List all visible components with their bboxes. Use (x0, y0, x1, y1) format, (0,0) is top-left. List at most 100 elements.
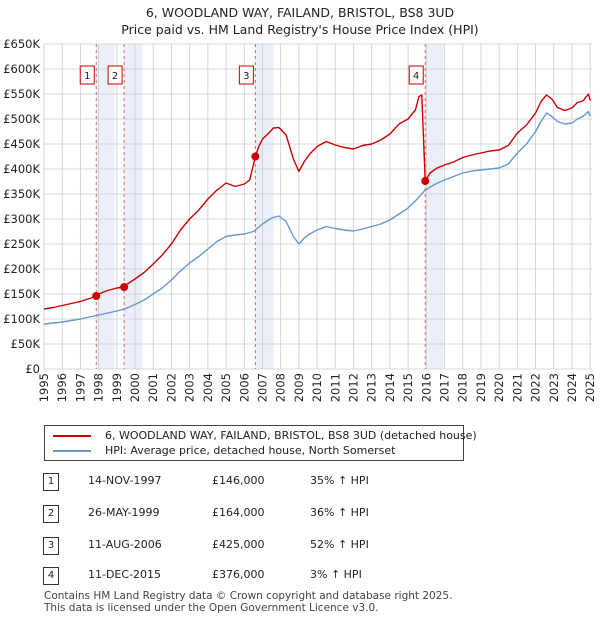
x-tick-label: 2024 (565, 373, 579, 402)
sale-date: 26-MAY-1999 (88, 506, 160, 519)
footer-licence: This data is licensed under the Open Gov… (44, 602, 379, 614)
y-tick-label: £500K (3, 112, 40, 126)
x-tick-label: 1997 (73, 373, 87, 402)
sale-date: 14-NOV-1997 (88, 474, 162, 487)
legend-swatch-hpi (53, 450, 91, 452)
y-tick-label: £350K (3, 187, 40, 201)
sale-label-text: 4 (413, 71, 419, 82)
sale-shading-layer (44, 44, 592, 369)
y-tick-label: £150K (3, 287, 40, 301)
y-tick-label: £100K (3, 312, 40, 326)
sale-hpi-change: 35% ↑ HPI (310, 474, 369, 487)
x-tick-label: 2002 (164, 373, 178, 402)
sale-row: 1 14-NOV-1997 £146,000 35% ↑ HPI (40, 472, 420, 492)
x-tick-label: 2005 (219, 373, 233, 402)
x-tick-label: 2022 (529, 373, 543, 402)
sale-hpi-change: 36% ↑ HPI (310, 506, 369, 519)
legend-label-hpi: HPI: Average price, detached house, Nort… (105, 444, 396, 457)
x-tick-label: 2017 (438, 373, 452, 402)
sale-row: 3 11-AUG-2006 £425,000 52% ↑ HPI (40, 536, 420, 556)
x-tick-label: 2006 (237, 373, 251, 402)
x-tick-label: 1999 (110, 373, 124, 402)
y-tick-label: £450K (3, 137, 40, 151)
legend-label-property: 6, WOODLAND WAY, FAILAND, BRISTOL, BS8 3… (105, 429, 477, 442)
sale-label-2: 2 (107, 65, 123, 85)
sale-point-layer (92, 152, 430, 300)
y-tick-label: £50K (11, 337, 41, 351)
sale-label-1: 1 (79, 65, 95, 85)
sale-label-text: 1 (84, 71, 90, 82)
x-tick-label: 2014 (383, 373, 397, 402)
sale-number-badge: 2 (43, 505, 59, 523)
sale-label-text: 3 (243, 71, 249, 82)
x-tick-label: 2023 (547, 373, 561, 402)
sale-number-badge: 4 (43, 567, 59, 585)
legend: 6, WOODLAND WAY, FAILAND, BRISTOL, BS8 3… (44, 425, 477, 461)
sale-point (251, 152, 260, 161)
x-tick-layer: 1995 1996 1997 1998 1999 2000 2001 2002 2003 2004… (37, 373, 597, 402)
sale-date: 11-DEC-2015 (88, 568, 162, 581)
y-tick-label: £200K (3, 262, 40, 276)
sale-number-badge: 3 (43, 537, 59, 555)
sale-label-layer: 1 2 3 4 (79, 65, 424, 85)
sale-price: £425,000 (212, 538, 265, 551)
x-tick-label: 2000 (128, 373, 142, 402)
x-tick-label: 1998 (92, 373, 106, 402)
x-tick-label: 2004 (201, 373, 215, 402)
sale-shade-band (255, 44, 274, 369)
x-tick-label: 2011 (328, 373, 342, 402)
y-tick-layer: £0 £50K £100K £150K £200K £250K £300K £350K £400… (3, 37, 40, 376)
sale-point (421, 177, 430, 185)
y-tick-label: £250K (3, 237, 40, 251)
sale-hpi-change: 52% ↑ HPI (310, 538, 369, 551)
x-tick-label: 2025 (583, 373, 597, 402)
x-tick-label: 2021 (510, 373, 524, 402)
x-tick-label: 2016 (419, 373, 433, 402)
legend-swatch-property (53, 435, 91, 437)
y-tick-label: £600K (3, 62, 40, 76)
x-tick-label: 2019 (474, 373, 488, 402)
sale-label-3: 3 (238, 65, 254, 85)
x-tick-label: 1995 (37, 373, 51, 402)
sale-price: £146,000 (212, 474, 265, 487)
sale-label-box (79, 65, 95, 85)
sale-row: 4 11-DEC-2015 £376,000 3% ↑ HPI (40, 566, 420, 586)
x-tick-label: 2020 (492, 373, 506, 402)
title-line-2: Price paid vs. HM Land Registry's House … (121, 22, 479, 37)
sale-shade-band (425, 44, 444, 369)
y-tick-label: £300K (3, 212, 40, 226)
footer: Contains HM Land Registry data © Crown c… (44, 590, 452, 614)
x-tick-label: 2003 (183, 373, 197, 402)
sale-shade-band (124, 44, 143, 369)
x-tick-label: 1996 (55, 373, 69, 402)
sale-point (92, 292, 101, 300)
footer-copyright: Contains HM Land Registry data © Crown c… (44, 590, 453, 602)
sale-hpi-change: 3% ↑ HPI (310, 568, 362, 581)
sale-label-box (238, 65, 254, 85)
sale-date: 11-AUG-2006 (88, 538, 162, 551)
sale-label-text: 2 (112, 71, 118, 82)
sale-label-4: 4 (408, 65, 424, 85)
sale-label-box (408, 65, 424, 85)
series-layer (43, 93, 591, 325)
y-tick-label: £400K (3, 162, 40, 176)
title-line-1: 6, WOODLAND WAY, FAILAND, BRISTOL, BS8 3… (145, 5, 455, 20)
y-tick-label: £650K (3, 37, 40, 51)
sale-price: £164,000 (212, 506, 265, 519)
x-tick-label: 2001 (146, 373, 160, 402)
sale-point (120, 283, 129, 291)
x-tick-label: 2013 (365, 373, 379, 402)
grid-layer (43, 43, 592, 370)
sale-shade-band (96, 44, 115, 369)
x-tick-label: 2015 (401, 373, 415, 402)
sale-row: 2 26-MAY-1999 £164,000 36% ↑ HPI (40, 504, 420, 524)
sale-number-badge: 1 (43, 473, 59, 491)
series-line-property (43, 93, 591, 310)
sale-label-box (107, 65, 123, 85)
y-tick-label: £0 (25, 362, 40, 376)
x-tick-label: 2008 (274, 373, 288, 402)
x-tick-label: 2010 (310, 373, 324, 402)
x-tick-label: 2009 (292, 373, 306, 402)
y-tick-label: £550K (3, 87, 40, 101)
chart-title: 6, WOODLAND WAY, FAILAND, BRISTOL, BS8 3… (0, 4, 600, 38)
